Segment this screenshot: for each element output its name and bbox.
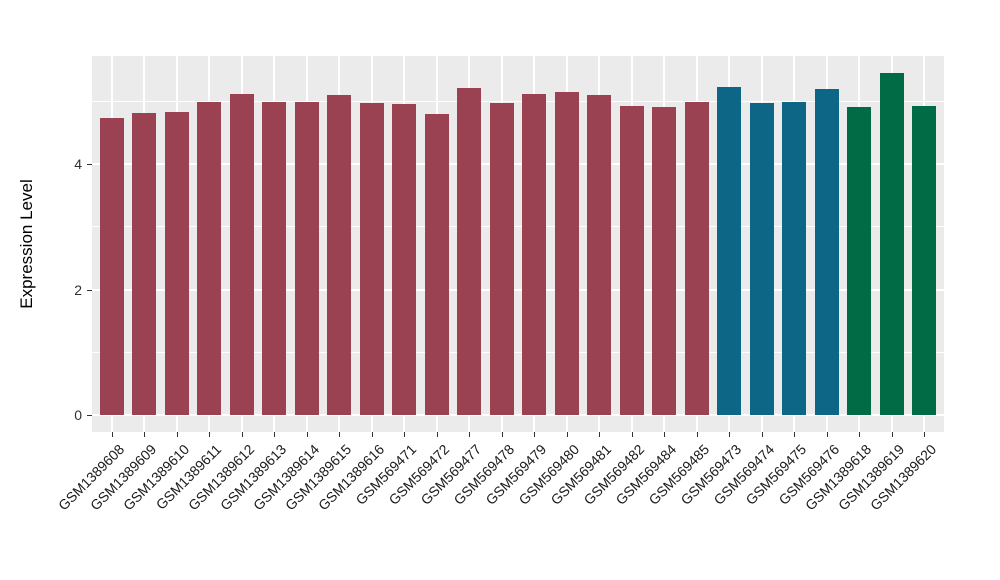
- bar: [717, 86, 741, 416]
- x-tick-mark: [924, 432, 925, 437]
- bar: [359, 103, 384, 416]
- x-tick-mark: [306, 432, 308, 437]
- x-tick-mark: [274, 432, 275, 437]
- bar: [522, 93, 546, 416]
- x-tick-mark: [631, 432, 633, 437]
- h-gridline-minor: [92, 226, 944, 228]
- bar: [912, 105, 936, 416]
- bar: [489, 103, 514, 416]
- bar: [327, 94, 351, 416]
- bar: [457, 88, 481, 416]
- x-tick-mark: [436, 432, 438, 437]
- h-gridline-major: [92, 414, 944, 417]
- x-tick-mark: [599, 432, 600, 437]
- bar: [197, 101, 221, 416]
- x-tick-mark: [859, 432, 860, 437]
- y-tick-mark: [87, 289, 92, 291]
- plot-panel: [92, 56, 944, 432]
- x-tick-mark: [404, 432, 405, 437]
- bar: [229, 94, 254, 416]
- x-tick-mark: [469, 432, 470, 437]
- x-tick-mark: [794, 432, 795, 437]
- x-tick-mark: [891, 432, 893, 437]
- x-tick-mark: [664, 432, 665, 437]
- bar: [99, 118, 124, 416]
- bar: [749, 103, 774, 416]
- bar: [652, 107, 676, 416]
- y-tick-label: 2: [74, 281, 82, 298]
- x-tick-mark: [339, 432, 340, 437]
- y-axis-title: Expression Level: [17, 179, 36, 309]
- x-tick-mark: [826, 432, 828, 437]
- x-tick-mark: [696, 432, 698, 437]
- bar: [587, 94, 611, 416]
- x-tick-mark: [729, 432, 730, 437]
- x-tick-mark: [144, 432, 145, 437]
- x-tick-mark: [371, 432, 373, 437]
- bar: [879, 72, 904, 416]
- bar: [164, 111, 189, 416]
- x-tick-mark: [566, 432, 568, 437]
- bar: [424, 113, 449, 416]
- bar: [847, 106, 871, 416]
- x-tick-mark: [534, 432, 535, 437]
- x-tick-mark: [761, 432, 763, 437]
- bar: [392, 103, 416, 416]
- bar: [132, 113, 156, 416]
- bar: [262, 102, 286, 416]
- x-tick-mark: [209, 432, 210, 437]
- x-tick-mark: [501, 432, 503, 437]
- bar: [684, 102, 709, 416]
- h-gridline-major: [92, 162, 944, 165]
- bar: [619, 105, 644, 416]
- y-tick-mark: [87, 415, 92, 417]
- y-tick-label: 4: [74, 155, 82, 172]
- bar: [814, 89, 839, 416]
- bar: [294, 102, 319, 416]
- x-tick-mark: [111, 432, 113, 437]
- h-gridline-minor: [92, 100, 944, 102]
- x-tick-mark: [241, 432, 243, 437]
- y-tick-mark: [87, 163, 92, 165]
- y-tick-label: 0: [74, 407, 82, 424]
- h-gridline-major: [92, 288, 944, 291]
- x-tick-mark: [176, 432, 178, 437]
- h-gridline-minor: [92, 351, 944, 353]
- bar: [554, 91, 579, 416]
- bar: [782, 101, 806, 416]
